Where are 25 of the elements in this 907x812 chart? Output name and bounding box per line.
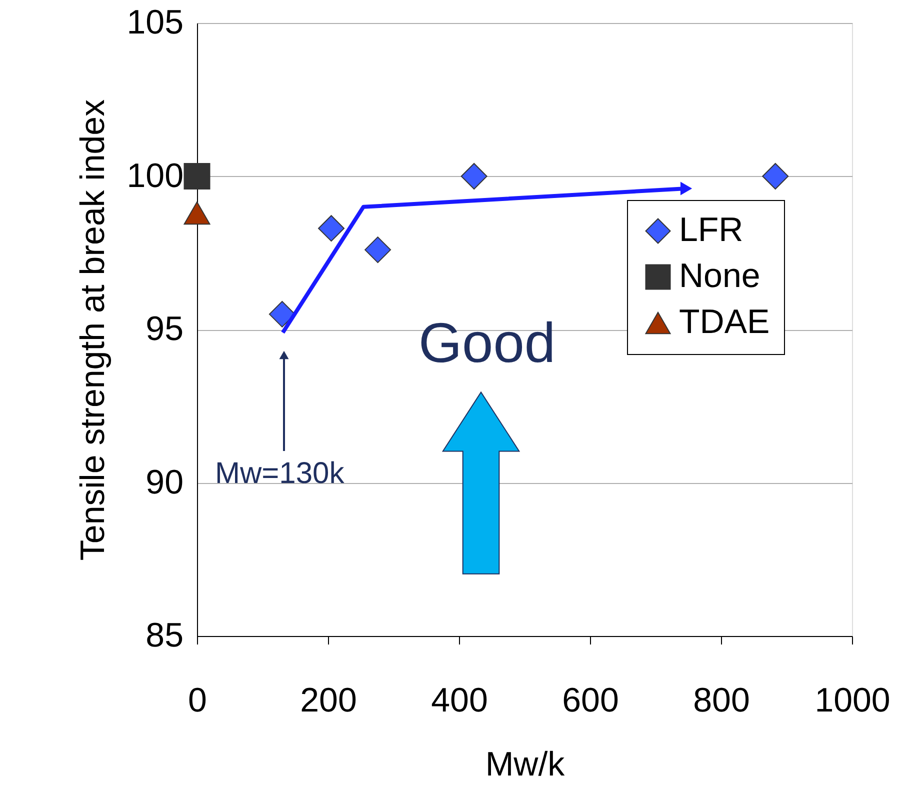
x-tick-label: 200 (300, 682, 357, 720)
point (318, 215, 345, 242)
annotation: Mw=130k (215, 457, 346, 490)
point (184, 163, 210, 190)
y-axis-title: Tensile strength at break index (74, 99, 112, 561)
x-tick-label: 600 (562, 682, 619, 720)
y-tick-label: 85 (146, 616, 184, 654)
legend-label: None (679, 257, 760, 295)
y-tick-label: 100 (126, 156, 184, 195)
x-tick-label: 0 (188, 682, 207, 720)
x-tick-label: 1000 (814, 682, 890, 720)
x-tick-label: 400 (431, 682, 488, 720)
point (268, 300, 296, 328)
point (460, 163, 488, 190)
y-tick-label: 90 (146, 463, 184, 502)
legend-label: TDAE (679, 303, 770, 341)
point (762, 163, 789, 190)
annotation: Good (418, 311, 556, 374)
x-axis-title: Mw/k (485, 746, 566, 784)
legend-label: LFR (679, 211, 744, 249)
x-tick-label: 800 (693, 682, 750, 720)
point (184, 201, 210, 225)
y-tick-label: 105 (126, 4, 184, 42)
y-tick-label: 95 (146, 310, 184, 348)
point (364, 236, 392, 264)
